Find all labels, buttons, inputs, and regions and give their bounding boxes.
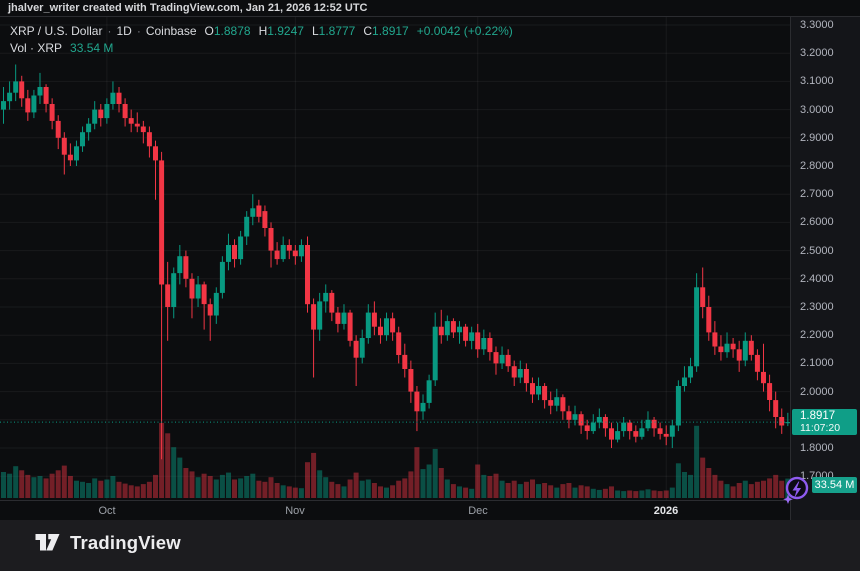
price-tick-label: 3.1000 xyxy=(800,75,834,87)
low-label: L1.8777 xyxy=(311,24,356,38)
price-tick-label: 2.5000 xyxy=(800,245,834,257)
price-tick-label: 2.3000 xyxy=(800,301,834,313)
time-label-2026: 2026 xyxy=(653,505,679,517)
close-value: 1.8917 xyxy=(372,24,409,38)
candlestick-plot[interactable] xyxy=(0,17,790,520)
volume-value: 33.54 M xyxy=(70,41,114,55)
price-tick-label: 2.4000 xyxy=(800,273,834,285)
legend-volume-row: Vol · XRP 33.54 M xyxy=(10,41,513,56)
close-label: C1.8917 xyxy=(363,24,409,38)
legend-symbol-row: XRP / U.S. Dollar · 1D · Coinbase O1.8878 H1.9… xyxy=(10,24,513,39)
price-tick-label: 2.9000 xyxy=(800,132,834,144)
symbol-name: XRP / U.S. Dollar xyxy=(10,24,103,38)
bolt-glyph xyxy=(792,481,802,498)
star-glyph xyxy=(783,494,793,504)
open-value: 1.8878 xyxy=(213,24,251,38)
candle-series xyxy=(1,64,790,460)
last-price-value: 1.8917 xyxy=(800,410,836,422)
volume-label: Vol · XRP xyxy=(10,41,63,55)
price-tick-label: 2.0000 xyxy=(800,386,834,398)
time-label-dec: Dec xyxy=(468,505,488,517)
price-tick-label: 1.8000 xyxy=(800,442,834,454)
time-label-nov: Nov xyxy=(285,505,305,517)
grid-lines xyxy=(0,17,790,500)
change-value: +0.0042 (+0.22%) xyxy=(416,24,513,38)
time-label-oct: Oct xyxy=(98,505,116,517)
time-axis[interactable]: Oct Nov Dec 2026 xyxy=(0,500,790,520)
open-label: O1.8878 xyxy=(204,24,251,38)
price-tick-label: 3.3000 xyxy=(800,19,834,31)
price-axis[interactable]: 1.70001.80001.90002.00002.10002.20002.30… xyxy=(790,17,860,520)
bar-countdown: 11:07:20 xyxy=(800,422,841,434)
low-value: 1.8777 xyxy=(318,24,356,38)
price-tick-label: 2.7000 xyxy=(800,188,834,200)
price-tick-label: 3.2000 xyxy=(800,47,834,59)
tradingview-logo-icon xyxy=(35,534,60,551)
price-tick-label: 2.6000 xyxy=(800,216,834,228)
separator-dot: · xyxy=(107,24,112,38)
price-tick-label: 2.2000 xyxy=(800,329,834,341)
attribution-bar: jhalver_writer created with TradingView.… xyxy=(0,0,860,17)
chart-area[interactable]: XRP / U.S. Dollar · 1D · Coinbase O1.8878 H1.9… xyxy=(0,17,860,520)
volume-axis-badge: 33.54 M xyxy=(812,477,857,493)
interval-label: 1D xyxy=(116,24,132,38)
sparkle-ai-icon[interactable] xyxy=(782,474,814,506)
tradingview-brand-link[interactable]: TradingView xyxy=(34,532,181,554)
high-label: H1.9247 xyxy=(258,24,304,38)
attribution-text: jhalver_writer created with TradingView.… xyxy=(8,2,368,14)
brand-name: TradingView xyxy=(70,532,181,553)
volume-series xyxy=(1,422,790,498)
price-tick-label: 2.1000 xyxy=(800,357,834,369)
price-tick-label: 3.0000 xyxy=(800,104,834,116)
chart-legend: XRP / U.S. Dollar · 1D · Coinbase O1.8878 H1.9… xyxy=(10,24,513,58)
separator-dot: · xyxy=(136,24,141,38)
exchange-label: Coinbase xyxy=(145,24,197,38)
last-price-badge: 1.8917 11:07:20 xyxy=(792,409,857,435)
price-tick-label: 2.8000 xyxy=(800,160,834,172)
high-value: 1.9247 xyxy=(267,24,304,38)
footer-bar: TradingView xyxy=(0,520,860,571)
